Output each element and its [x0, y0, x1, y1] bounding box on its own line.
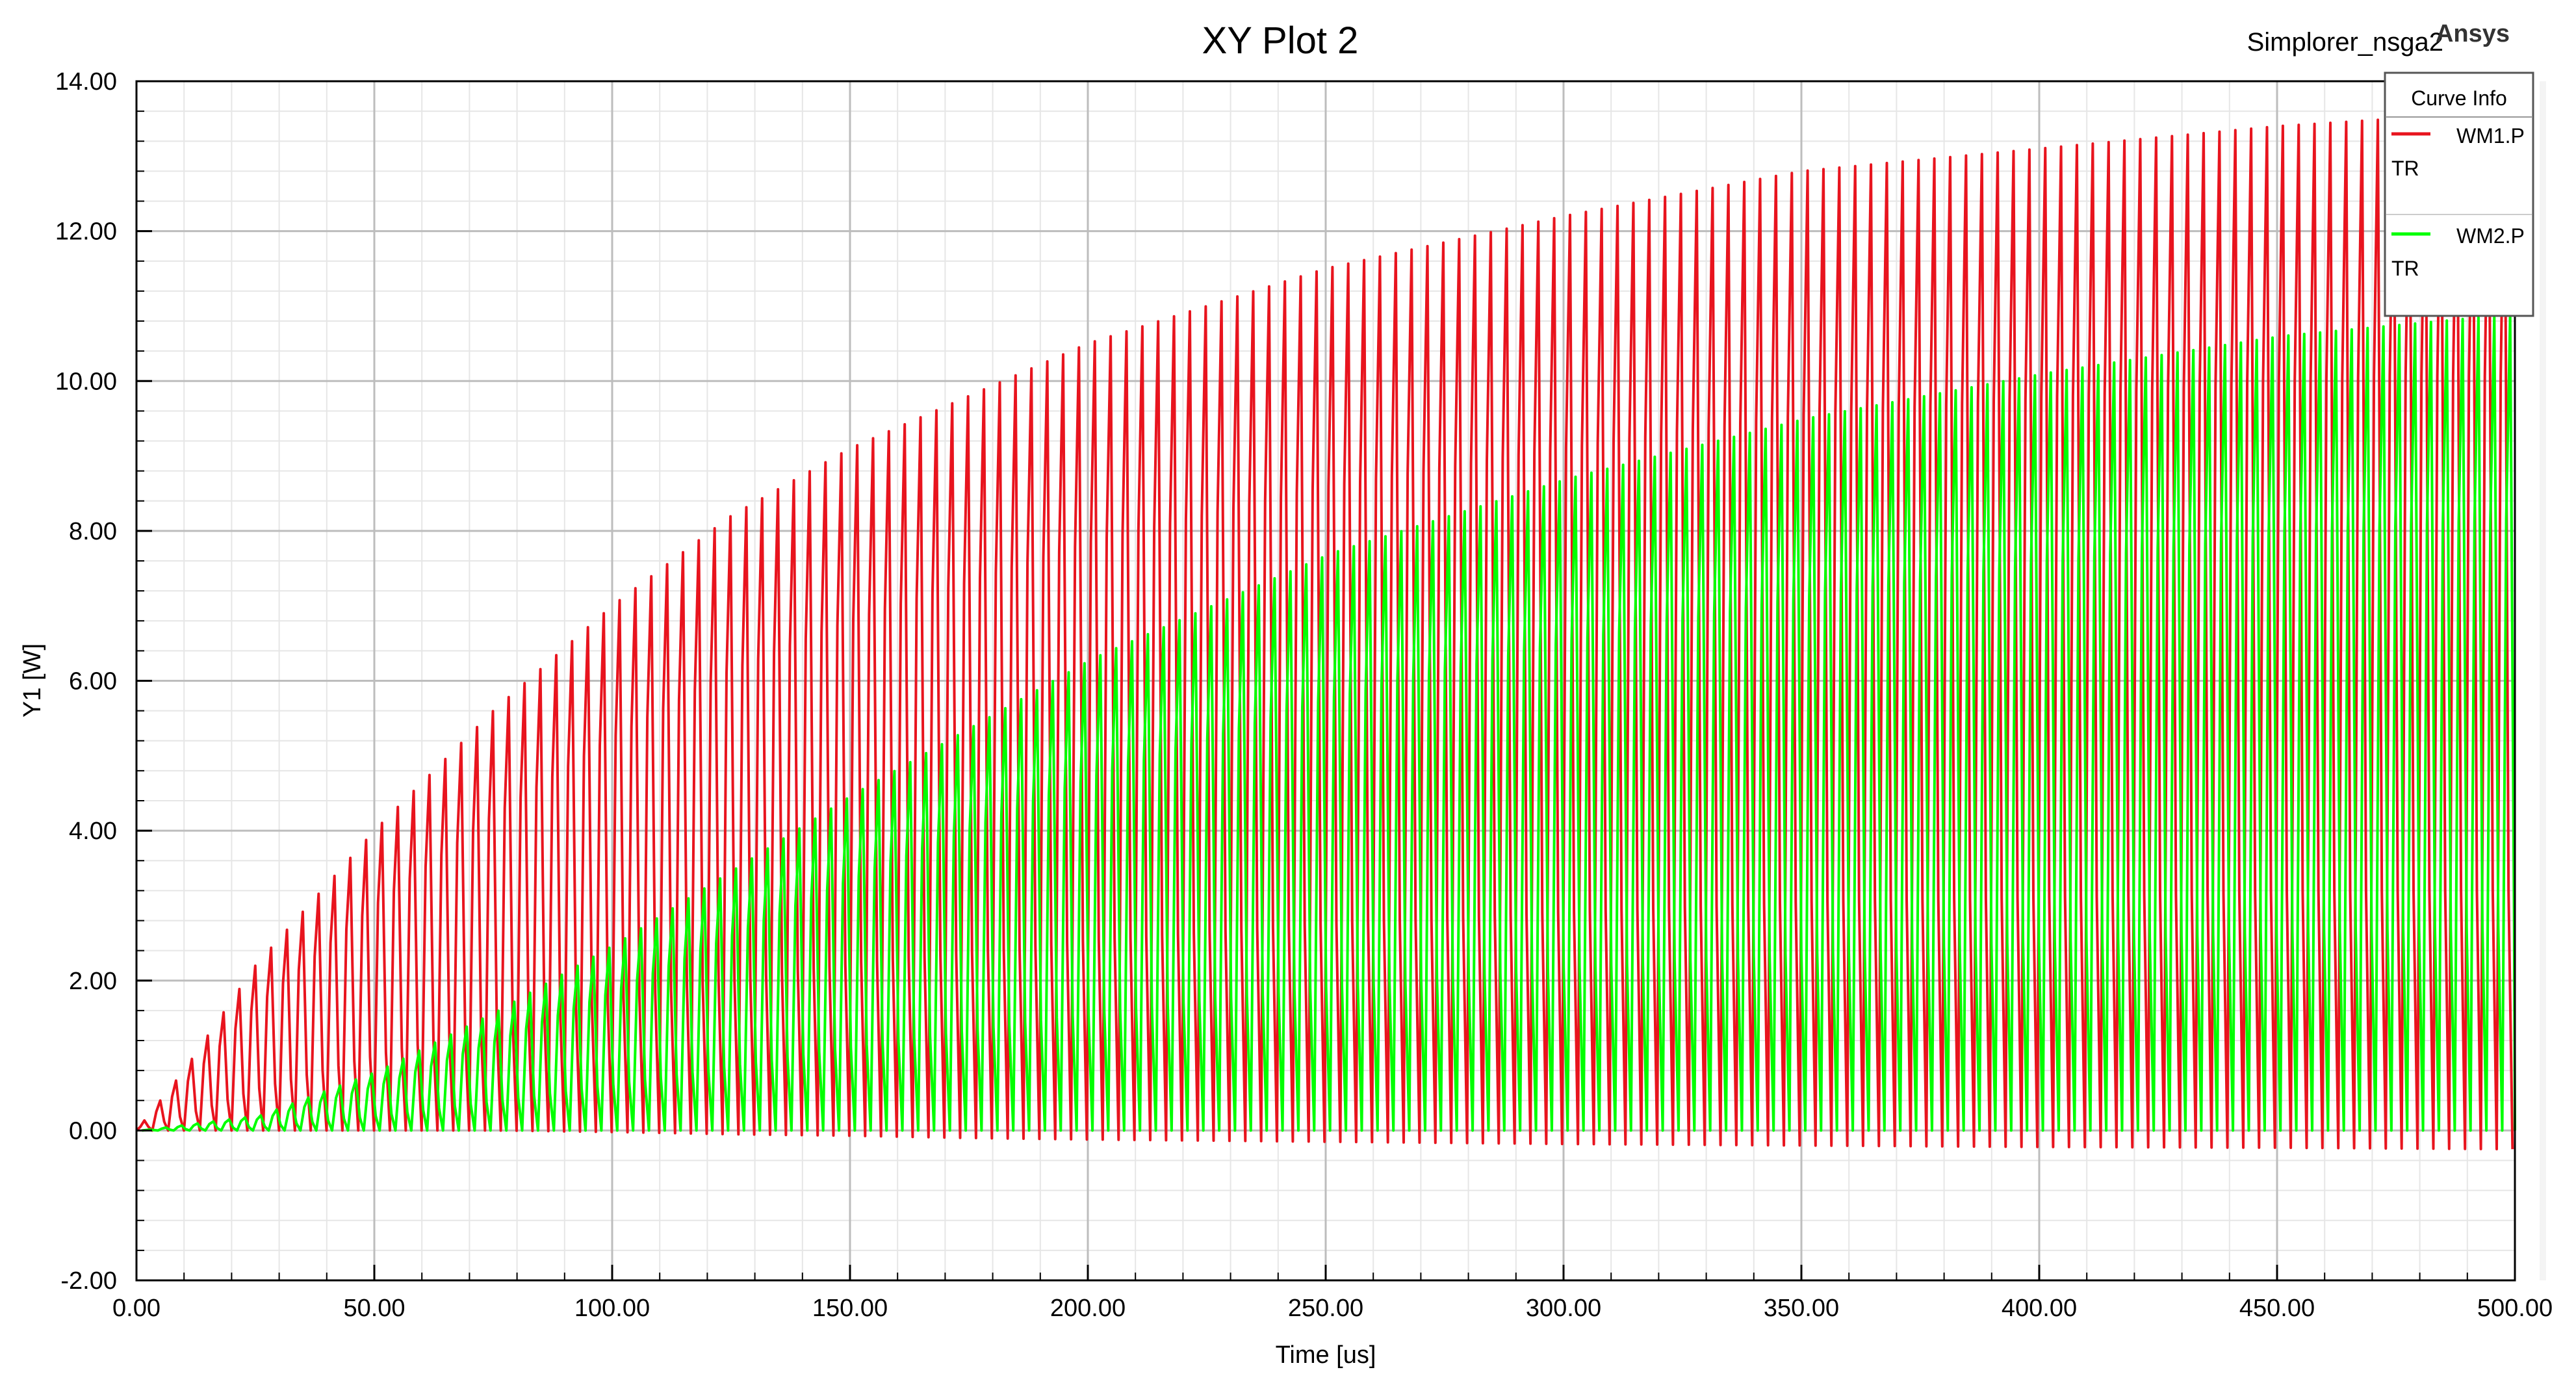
x-tick-label: 500.00 [2477, 1295, 2553, 1322]
x-tick-labels: 0.00 50.00 100.00 150.00 200.00 250.00 300.00 3… [112, 1295, 2553, 1322]
y-tick-label: 12.00 [55, 218, 117, 246]
y-tick-label: -2.00 [60, 1267, 117, 1295]
y-tick-label: 8.00 [69, 518, 117, 545]
legend[interactable]: Curve Info WM1.P TR WM2.P TR [2384, 71, 2534, 317]
series-wm1-line [135, 117, 2514, 1150]
legend-label-wm2: WM2.P [2456, 224, 2525, 248]
legend-scroll-handle[interactable] [2540, 81, 2546, 1280]
x-tick-label: 350.00 [1764, 1295, 1839, 1322]
legend-label-wm2-line2: TR [2391, 257, 2419, 280]
y-tick-label: 0.00 [69, 1117, 117, 1145]
x-tick-label: 300.00 [1526, 1295, 1601, 1322]
y-tick-labels: -2.00 0.00 2.00 4.00 6.00 8.00 10.00 12.00 14.00 [55, 68, 117, 1295]
legend-label-wm1: WM1.P [2456, 124, 2525, 148]
legend-title: Curve Info [2411, 86, 2507, 110]
x-tick-label: 450.00 [2239, 1295, 2315, 1322]
chart-title: XY Plot 2 [1202, 19, 1359, 62]
y-tick-label: 10.00 [55, 368, 117, 395]
x-tick-label: 50.00 [343, 1295, 405, 1322]
y-tick-label: 4.00 [69, 818, 117, 845]
project-name: Simplorer_nsga2 [2247, 28, 2443, 57]
y-axis-label: Y1 [W] [19, 643, 46, 718]
y-tick-label: 2.00 [69, 968, 117, 995]
series-wm2-line [142, 313, 2516, 1132]
axis-ticks [135, 80, 2516, 1282]
y-tick-label: 6.00 [69, 668, 117, 695]
x-axis-label: Time [us] [1276, 1341, 1376, 1369]
x-tick-label: 0.00 [112, 1295, 161, 1322]
x-tick-label: 150.00 [812, 1295, 888, 1322]
legend-box [2384, 71, 2534, 317]
y-tick-label: 14.00 [55, 68, 117, 96]
x-tick-label: 400.00 [2002, 1295, 2077, 1322]
x-tick-label: 200.00 [1050, 1295, 1126, 1322]
x-tick-label: 250.00 [1288, 1295, 1363, 1322]
ansys-logo: Ansys [2436, 20, 2510, 47]
x-tick-label: 100.00 [574, 1295, 650, 1322]
legend-label-wm1-line2: TR [2391, 157, 2419, 180]
series-layer [135, 117, 2516, 1150]
